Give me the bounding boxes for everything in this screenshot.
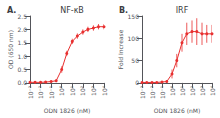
svg-text:10¹: 10¹ bbox=[69, 85, 76, 96]
svg-text:10⁻³: 10⁻³ bbox=[27, 85, 34, 99]
svg-text:10⁻²: 10⁻² bbox=[149, 85, 156, 99]
svg-text:10²: 10² bbox=[79, 85, 86, 96]
svg-text:10⁻¹: 10⁻¹ bbox=[159, 85, 166, 99]
svg-text:B.: B. bbox=[119, 6, 128, 15]
svg-text:1.5: 1.5 bbox=[17, 39, 27, 46]
svg-text:1.0: 1.0 bbox=[17, 53, 27, 60]
svg-text:IRF: IRF bbox=[176, 6, 189, 15]
svg-text:10¹: 10¹ bbox=[179, 85, 186, 96]
svg-text:10⁴: 10⁴ bbox=[101, 85, 108, 96]
svg-text:0: 0 bbox=[135, 79, 139, 86]
svg-text:10⁻²: 10⁻² bbox=[37, 85, 44, 99]
svg-text:OD (650 nm): OD (650 nm) bbox=[7, 30, 14, 69]
svg-text:10³: 10³ bbox=[90, 85, 97, 96]
svg-text:100: 100 bbox=[128, 35, 140, 42]
svg-text:10²: 10² bbox=[189, 85, 196, 96]
svg-text:10⁻³: 10⁻³ bbox=[139, 85, 146, 99]
svg-text:ODN 1826 (nM): ODN 1826 (nM) bbox=[44, 107, 91, 114]
svg-text:10³: 10³ bbox=[199, 85, 206, 96]
svg-text:2.5: 2.5 bbox=[17, 13, 27, 20]
svg-text:NF-κB: NF-κB bbox=[60, 6, 84, 15]
svg-text:0.5: 0.5 bbox=[17, 66, 27, 73]
svg-text:Fold Increase: Fold Increase bbox=[117, 29, 124, 69]
svg-text:0.0: 0.0 bbox=[17, 79, 27, 86]
svg-text:50: 50 bbox=[131, 57, 139, 64]
svg-text:150: 150 bbox=[128, 13, 140, 20]
svg-text:10⁰: 10⁰ bbox=[169, 85, 176, 96]
svg-text:10⁻¹: 10⁻¹ bbox=[48, 85, 55, 99]
svg-text:ODN 1826 (nM): ODN 1826 (nM) bbox=[154, 107, 201, 114]
svg-text:A.: A. bbox=[7, 6, 16, 15]
svg-text:10⁰: 10⁰ bbox=[58, 85, 65, 96]
svg-text:2.0: 2.0 bbox=[17, 26, 27, 33]
svg-text:10⁴: 10⁴ bbox=[209, 85, 216, 96]
